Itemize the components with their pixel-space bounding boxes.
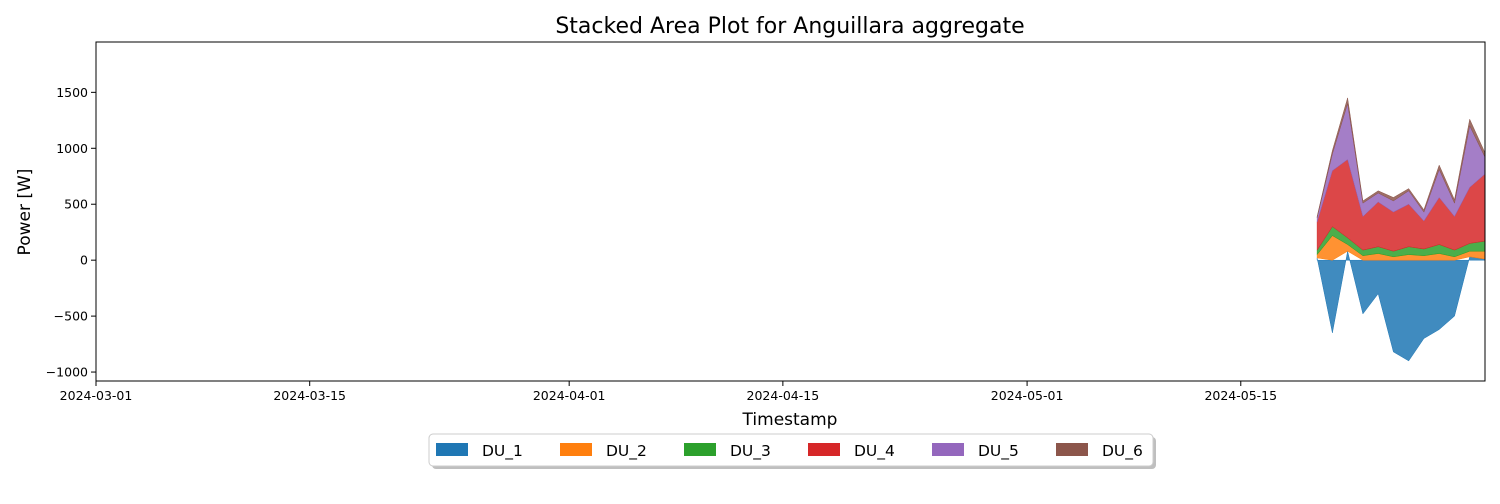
legend-label-du-1: DU_1 xyxy=(482,442,523,461)
y-axis-label: Power [W] xyxy=(15,169,35,256)
y-tick-label: 1000 xyxy=(56,141,88,156)
x-tick-label: 2024-04-15 xyxy=(747,388,820,403)
y-tick-label: 500 xyxy=(64,197,88,212)
x-axis-label: Timestamp xyxy=(742,410,838,430)
y-tick-label: 0 xyxy=(80,253,88,268)
legend-swatch-du-1 xyxy=(436,443,468,456)
x-tick-label: 2024-05-15 xyxy=(1204,388,1277,403)
y-tick-label: 1500 xyxy=(56,85,88,100)
x-tick-label: 2024-03-15 xyxy=(273,388,346,403)
y-axis-ticks: −1000 −500 0 500 1000 1500 xyxy=(46,85,96,380)
legend-box xyxy=(428,433,1154,467)
legend-swatch-du-4 xyxy=(808,443,840,456)
plot-frame xyxy=(95,41,1486,382)
legend-label-du-3: DU_3 xyxy=(730,442,771,461)
chart-title: Stacked Area Plot for Anguillara aggrega… xyxy=(555,14,1024,39)
x-tick-label: 2024-04-01 xyxy=(533,388,606,403)
legend-swatch-du-6 xyxy=(1056,443,1088,456)
legend-label-du-2: DU_2 xyxy=(606,442,647,461)
legend-label-du-4: DU_4 xyxy=(854,442,895,461)
legend: DU_1 DU_2 DU_3 DU_4 DU_5 DU_6 xyxy=(428,433,1156,469)
legend-swatch-du-2 xyxy=(560,443,592,456)
x-tick-label: 2024-05-01 xyxy=(991,388,1064,403)
y-tick-label: −1000 xyxy=(46,365,88,380)
x-axis-ticks: 2024-03-01 2024-03-15 2024-04-01 2024-04-15… xyxy=(60,381,1277,403)
legend-swatch-du-5 xyxy=(932,443,964,456)
legend-label-du-5: DU_5 xyxy=(978,442,1019,461)
area-series-group xyxy=(1316,97,1486,362)
x-tick-label: 2024-03-01 xyxy=(60,388,133,403)
legend-swatch-du-3 xyxy=(684,443,716,456)
legend-label-du-6: DU_6 xyxy=(1102,442,1143,461)
y-tick-label: −500 xyxy=(54,309,88,324)
